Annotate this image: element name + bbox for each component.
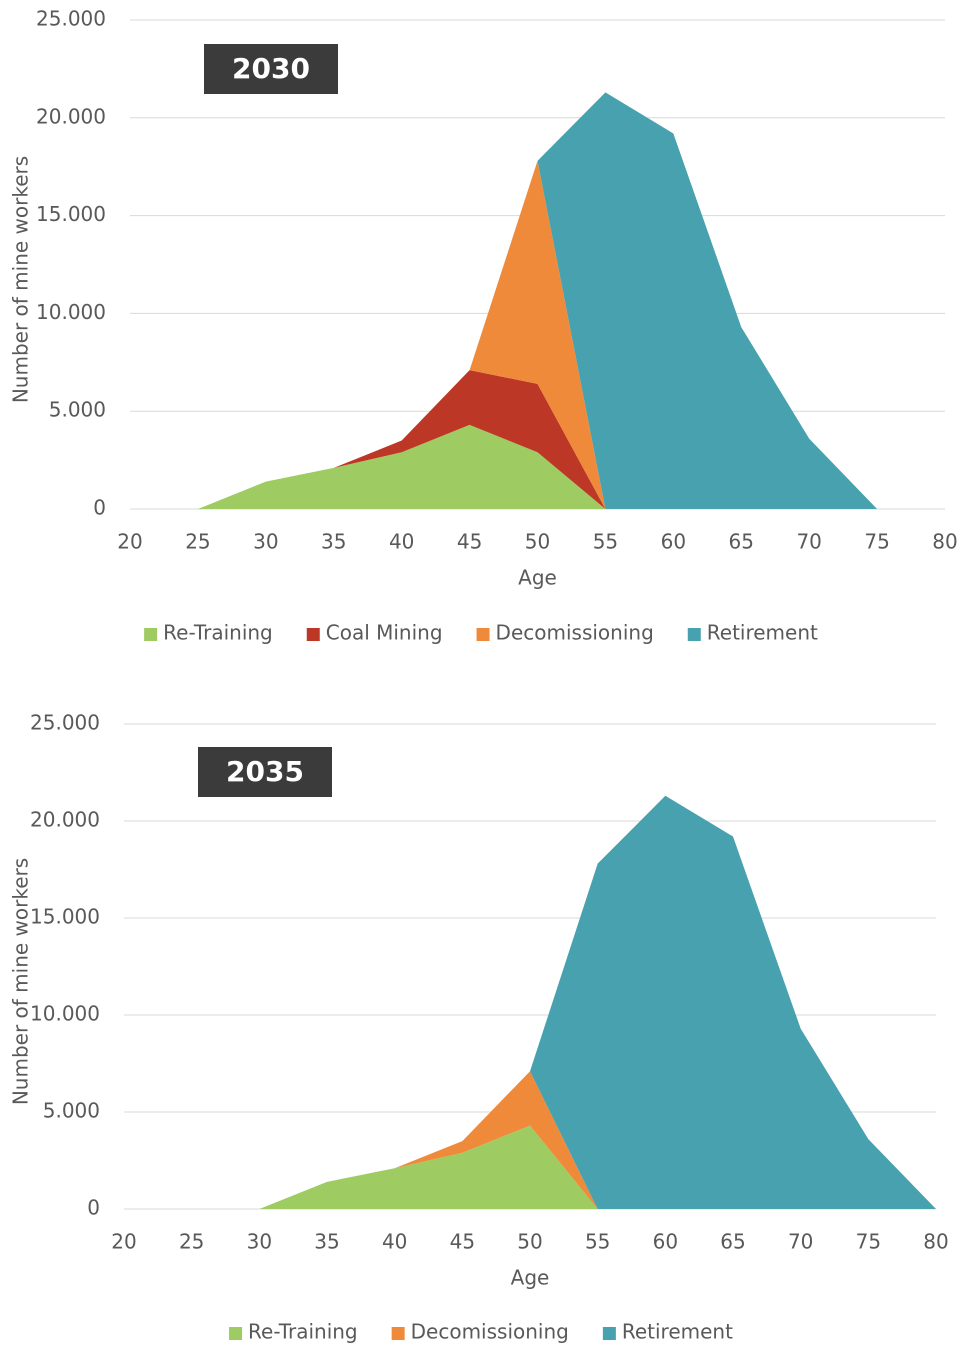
x-tick-label: 55 — [585, 1230, 610, 1254]
y-tick-label: 0 — [87, 1196, 100, 1220]
x-tick-label: 80 — [932, 530, 957, 554]
x-tick-label: 60 — [661, 530, 686, 554]
y-tick-label: 25.000 — [30, 711, 100, 735]
x-tick-label: 45 — [457, 530, 482, 554]
x-tick-label: 30 — [253, 530, 278, 554]
x-tick-label: 75 — [864, 530, 889, 554]
x-tick-label: 45 — [450, 1230, 475, 1254]
y-tick-label: 20.000 — [30, 808, 100, 832]
y-tick-label: 20.000 — [36, 104, 106, 128]
y-tick-label: 15.000 — [30, 905, 100, 929]
y-tick-label: 25.000 — [36, 7, 106, 31]
legend-swatch — [391, 1327, 405, 1340]
x-axis-label: Age — [511, 1266, 550, 1290]
legend-label: Retirement — [622, 1320, 733, 1344]
legend-label: Coal Mining — [326, 621, 443, 645]
legend-label: Re-Training — [248, 1320, 358, 1344]
x-tick-label: 40 — [389, 530, 414, 554]
legend-swatch — [476, 628, 490, 641]
area — [124, 795, 936, 1209]
legend-swatch — [306, 628, 320, 641]
x-tick-label: 35 — [314, 1230, 339, 1254]
x-tick-label: 25 — [185, 530, 210, 554]
x-tick-label: 75 — [856, 1230, 881, 1254]
area — [124, 1071, 936, 1209]
x-tick-label: 65 — [729, 530, 754, 554]
legend-label: Re-Training — [163, 621, 273, 645]
area — [130, 160, 945, 509]
legend-label: Decomissioning — [496, 621, 654, 645]
x-tick-label: 50 — [525, 530, 550, 554]
x-tick-label: 70 — [796, 530, 821, 554]
y-tick-label: 5.000 — [49, 398, 106, 422]
legend-label: Retirement — [707, 621, 818, 645]
legend-label: Decomissioning — [411, 1320, 569, 1344]
legend-swatch — [602, 1327, 616, 1340]
x-tick-label: 30 — [247, 1230, 272, 1254]
x-axis-label: Age — [518, 566, 557, 590]
title-box — [204, 44, 338, 94]
chart-title: 2030 — [232, 52, 310, 85]
area — [124, 1125, 936, 1209]
y-tick-label: 5.000 — [43, 1099, 100, 1123]
chart-title: 2035 — [226, 755, 304, 788]
x-tick-label: 65 — [720, 1230, 745, 1254]
area — [130, 370, 945, 509]
x-tick-label: 35 — [321, 530, 346, 554]
y-axis-label: Number of mine workers — [9, 156, 33, 403]
legend-swatch — [687, 628, 701, 641]
x-tick-label: 20 — [117, 530, 142, 554]
y-tick-label: 10.000 — [36, 300, 106, 324]
y-tick-label: 10.000 — [30, 1002, 100, 1026]
area — [130, 424, 945, 509]
x-tick-label: 70 — [788, 1230, 813, 1254]
x-tick-label: 25 — [179, 1230, 204, 1254]
x-tick-label: 50 — [517, 1230, 542, 1254]
y-tick-label: 15.000 — [36, 202, 106, 226]
legend-swatch — [229, 1327, 243, 1340]
x-tick-label: 40 — [382, 1230, 407, 1254]
x-tick-label: 55 — [593, 530, 618, 554]
y-axis-label: Number of mine workers — [9, 858, 33, 1105]
x-tick-label: 80 — [923, 1230, 948, 1254]
x-tick-label: 20 — [111, 1230, 136, 1254]
area — [130, 92, 945, 509]
y-tick-label: 0 — [93, 496, 106, 520]
title-box — [198, 747, 332, 797]
legend-swatch — [144, 628, 158, 641]
x-tick-label: 60 — [653, 1230, 678, 1254]
